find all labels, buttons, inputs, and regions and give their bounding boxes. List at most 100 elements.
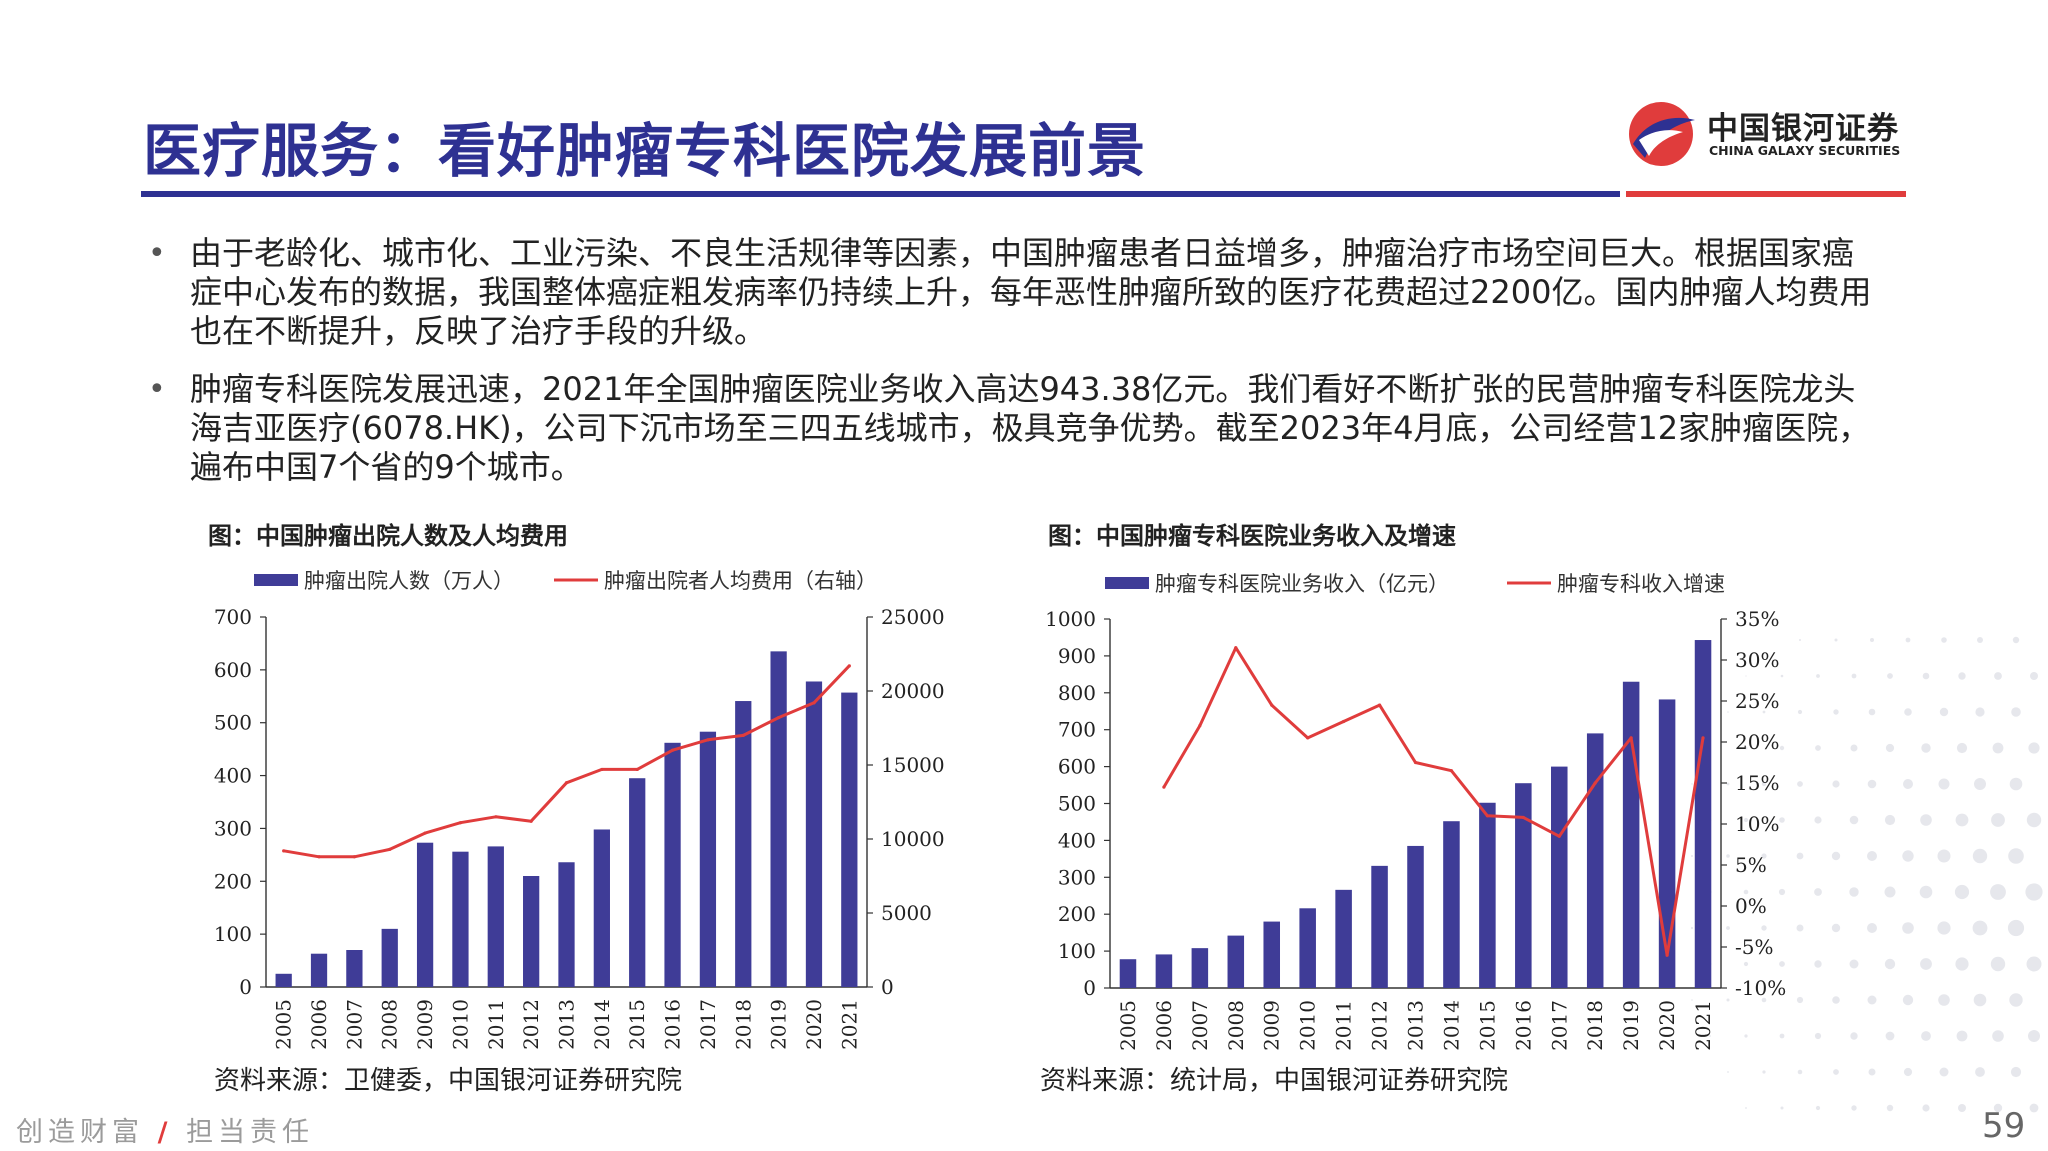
x-tick-label: 2010 (1296, 1000, 1320, 1051)
y-tick-label-left: 0 (1083, 976, 1096, 1000)
decor-dot (1955, 813, 1969, 827)
line-point (494, 815, 498, 819)
decor-dot (1815, 1105, 1821, 1111)
y-tick-label-right: 5% (1735, 853, 1767, 877)
decor-dot (2025, 883, 2043, 901)
decor-dot (1815, 745, 1821, 751)
decor-dot (1921, 1031, 1931, 1041)
decor-dot (2030, 672, 2038, 680)
x-tick-label: 2016 (1511, 1000, 1535, 1051)
decor-dot (1972, 848, 1988, 864)
decor-dot (1849, 959, 1859, 969)
decor-dot (2028, 742, 2040, 754)
decor-dot (1778, 888, 1786, 896)
decor-dot (1938, 994, 1950, 1006)
decor-dot (1797, 709, 1803, 715)
decor-dot (2029, 1103, 2039, 1113)
decor-dot (1991, 813, 2005, 827)
decor-dot (1972, 920, 1988, 936)
source-note-left: 资料来源：卫健委，中国银河证券研究院 (214, 1066, 683, 1096)
logo-text-en: CHINA GALAXY SECURITIES (1709, 143, 1901, 158)
line-point (847, 664, 851, 668)
y-tick-label-left: 1000 (1045, 607, 1096, 631)
bullet-item: • 由于老龄化、城市化、工业污染、不良生活规律等因素，中国肿瘤患者日益增多，肿瘤… (148, 234, 1878, 351)
bar (1371, 865, 1388, 988)
decor-dot (1903, 1067, 1913, 1077)
bar (381, 928, 398, 987)
y-tick-label-right: 15% (1735, 771, 1779, 795)
line-point (1198, 724, 1202, 728)
x-tick-label: 2016 (661, 999, 685, 1050)
y-tick-label-right: 25% (1735, 689, 1779, 713)
y-tick-label-left: 100 (214, 922, 252, 946)
decor-dot (1884, 814, 1896, 826)
bar (699, 731, 717, 987)
legend-swatch-bar (1105, 577, 1149, 589)
x-tick-label: 2012 (519, 999, 543, 1050)
x-tick-label: 2005 (272, 999, 296, 1050)
x-tick-label: 2019 (1619, 1000, 1643, 1051)
legend-label-bar: 肿瘤出院人数（万人） (304, 569, 514, 593)
decor-dot (1761, 781, 1767, 787)
bar (1479, 802, 1496, 988)
x-tick-label: 2011 (484, 999, 508, 1050)
bar (1694, 640, 1712, 988)
legend-swatch-bar (254, 574, 298, 586)
y-tick-label-left: 900 (1058, 644, 1096, 668)
decor-dot (2026, 812, 2042, 828)
bullet-dot: • (148, 236, 166, 271)
figure-title-left: 图：中国肿瘤出院人数及人均费用 (208, 522, 568, 550)
decor-dot (1868, 708, 1876, 716)
decor-dot (1779, 817, 1785, 823)
decor-dot (1833, 1069, 1839, 1075)
decor-dot (1955, 957, 1969, 971)
y-tick-label-right: -5% (1735, 935, 1774, 959)
decor-dot (1937, 921, 1951, 935)
decor-dot (1993, 1103, 2003, 1113)
y-tick-label-right: 20% (1735, 730, 1779, 754)
bar (770, 651, 787, 987)
bar (1550, 766, 1568, 988)
decor-dot (1956, 1030, 1968, 1042)
decor-dot (1956, 742, 1968, 754)
line-point (1270, 703, 1274, 707)
decor-dot (1868, 1068, 1876, 1076)
decor-dot (1884, 958, 1896, 970)
decor-dot (1851, 1105, 1857, 1111)
line-point (1413, 760, 1418, 765)
bar (1191, 948, 1209, 988)
decor-dot (1867, 995, 1877, 1005)
bullet-text: 肿瘤专科医院发展迅速，2021年全国肿瘤医院业务收入高达943.38亿元。我们看… (190, 370, 1871, 486)
decor-dot (1726, 926, 1730, 930)
line-point (1449, 769, 1454, 773)
decor-dot (2009, 777, 2023, 791)
decor-dot (1761, 853, 1767, 859)
decor-dot (1867, 923, 1877, 933)
line-point (670, 748, 675, 752)
line-point (317, 855, 321, 859)
y-tick-label-right: 25000 (881, 605, 945, 629)
y-tick-label-left: 200 (214, 869, 252, 893)
slogan-right: 担当责任 (186, 1117, 315, 1148)
decor-dot (1885, 1031, 1895, 1041)
logo-text-cn: 中国银河证券 (1707, 111, 1899, 147)
x-tick-label: 2017 (1547, 1000, 1571, 1051)
line-point (1521, 815, 1525, 820)
y-tick-label-left: 300 (214, 816, 252, 840)
decor-dot (1743, 961, 1749, 967)
line-point (1342, 719, 1346, 724)
decor-dot (1779, 961, 1785, 967)
decor-dot (2011, 707, 2021, 717)
decor-dot (1973, 993, 1987, 1007)
line-point (812, 701, 816, 705)
y-tick-label-left: 700 (1058, 718, 1096, 742)
decor-dot (1992, 742, 2004, 754)
decor-dot (1921, 743, 1931, 753)
x-tick-label: 2020 (1655, 1000, 1679, 1051)
x-tick-label: 2006 (1152, 1000, 1176, 1051)
x-tick-label: 2017 (696, 999, 720, 1050)
bar (805, 681, 823, 987)
decor-dot (1850, 1032, 1858, 1040)
decor-dot (1903, 779, 1913, 789)
